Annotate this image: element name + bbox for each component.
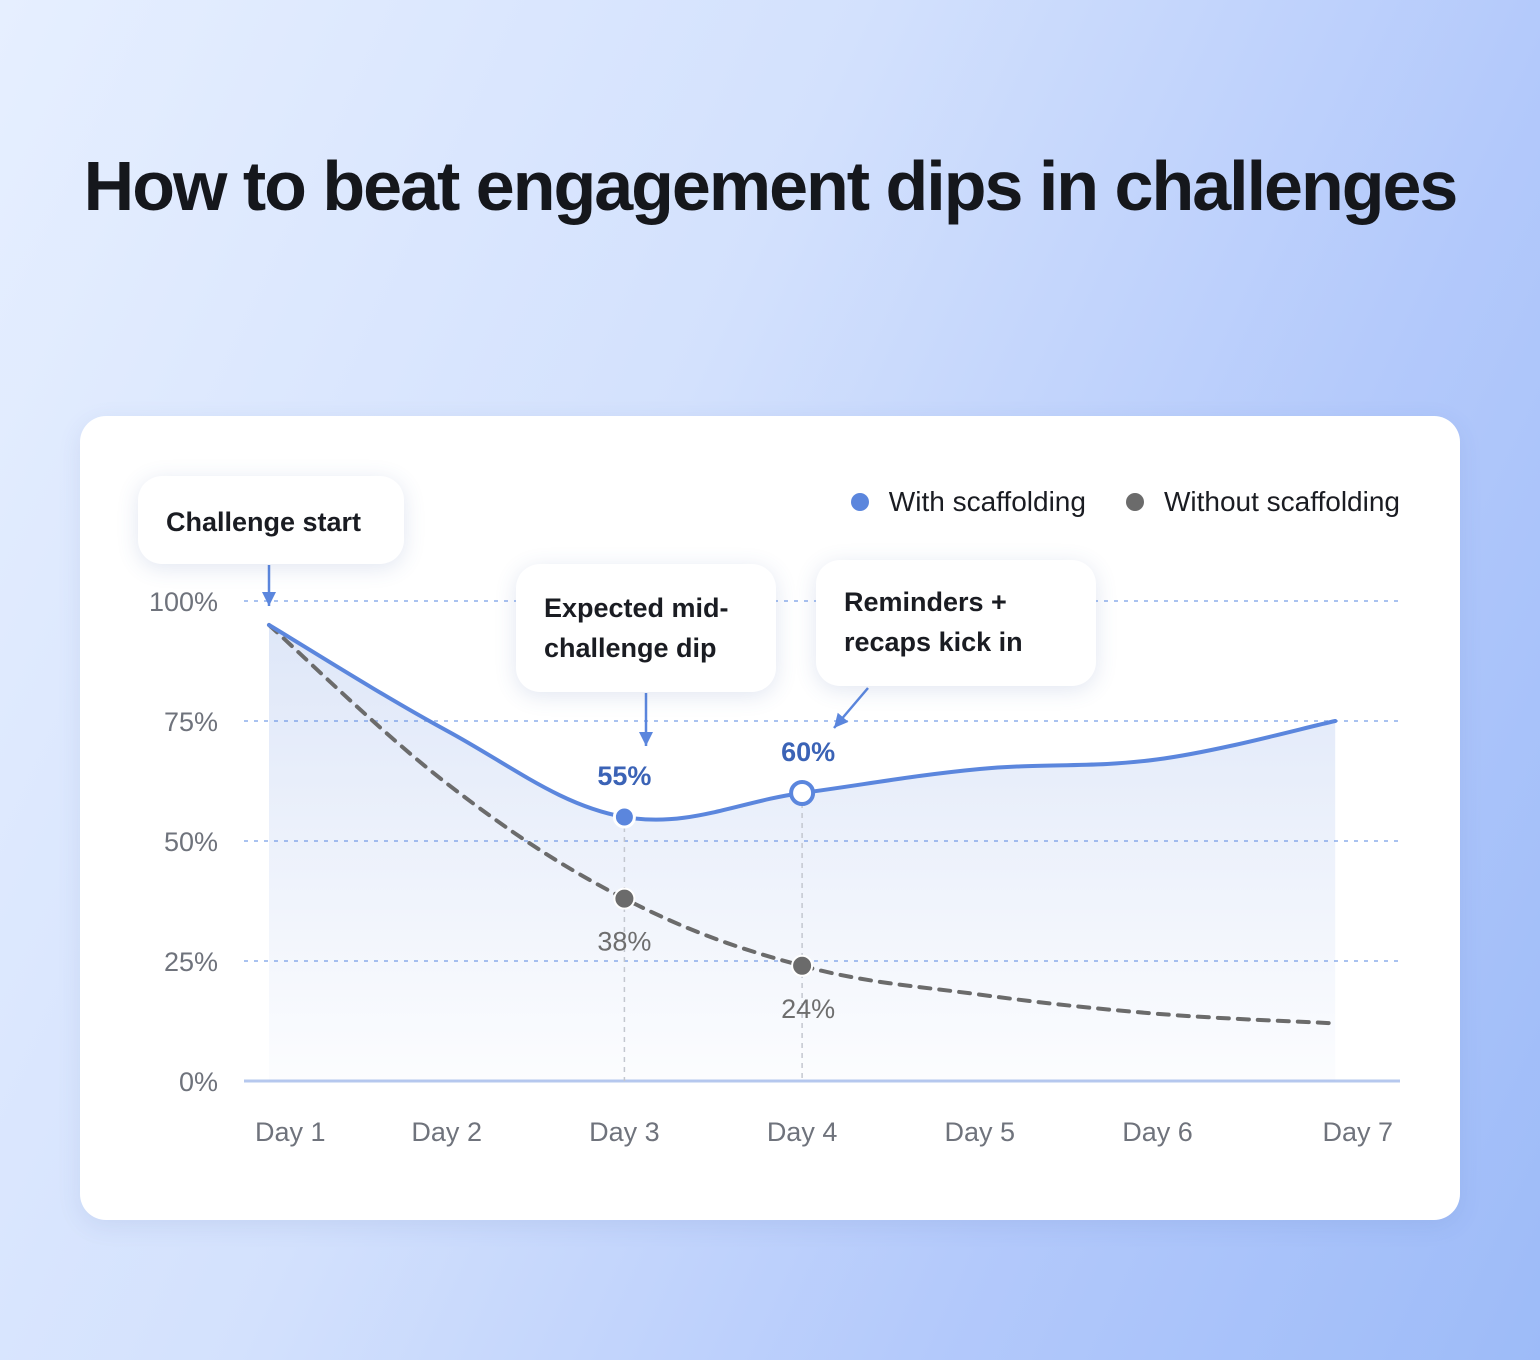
y-tick-label: 25% — [164, 947, 218, 977]
chart-legend: With scaffolding Without scaffolding — [811, 486, 1400, 518]
legend-item-without: Without scaffolding — [1125, 486, 1400, 518]
x-tick-label: Day 5 — [945, 1117, 1016, 1147]
callout-start-text: Challenge start — [166, 507, 362, 537]
data-label-without: 24% — [781, 994, 835, 1024]
x-tick-label: Day 4 — [767, 1117, 838, 1147]
arrow-reminders — [833, 687, 869, 729]
callout-challenge-start: Challenge start — [138, 476, 404, 564]
arrow-expected-dip — [639, 693, 653, 746]
y-tick-label: 100% — [149, 587, 218, 617]
arrow-challenge-start — [262, 565, 276, 606]
data-point-without — [791, 954, 814, 977]
x-tick-label: Day 7 — [1322, 1117, 1393, 1147]
x-tick-label: Day 1 — [255, 1117, 326, 1147]
callout-dip-line1: Expected mid- — [544, 593, 729, 623]
y-tick-label: 0% — [179, 1067, 218, 1097]
data-label-with: 55% — [597, 761, 651, 791]
data-label-without: 38% — [597, 927, 651, 957]
data-point-with-hollow — [789, 780, 816, 806]
x-tick-label: Day 3 — [589, 1117, 660, 1147]
y-tick-label: 50% — [164, 827, 218, 857]
callout-expected-dip: Expected mid- challenge dip — [516, 564, 776, 692]
x-tick-label: Day 2 — [411, 1117, 482, 1147]
legend-label-without: Without scaffolding — [1163, 486, 1400, 517]
legend-dot-with — [850, 493, 869, 511]
x-tick-label: Day 6 — [1122, 1117, 1193, 1147]
y-tick-label: 75% — [164, 707, 218, 737]
data-label-with: 60% — [781, 737, 835, 767]
legend-dot-without — [1125, 493, 1144, 511]
legend-item-with: With scaffolding — [850, 486, 1086, 518]
page-title: How to beat engagement dips in challenge… — [83, 147, 1459, 225]
data-point-with — [612, 805, 636, 829]
callout-dip-line2: challenge dip — [544, 633, 717, 663]
callout-reminders-line1: Reminders + — [844, 587, 1007, 617]
callout-reminders-line2: recaps kick in — [844, 627, 1023, 657]
legend-label-with: With scaffolding — [888, 486, 1086, 517]
callout-reminders: Reminders + recaps kick in — [816, 560, 1096, 686]
series-line-without-scaffolding — [267, 623, 1338, 1026]
data-point-without — [613, 887, 636, 910]
